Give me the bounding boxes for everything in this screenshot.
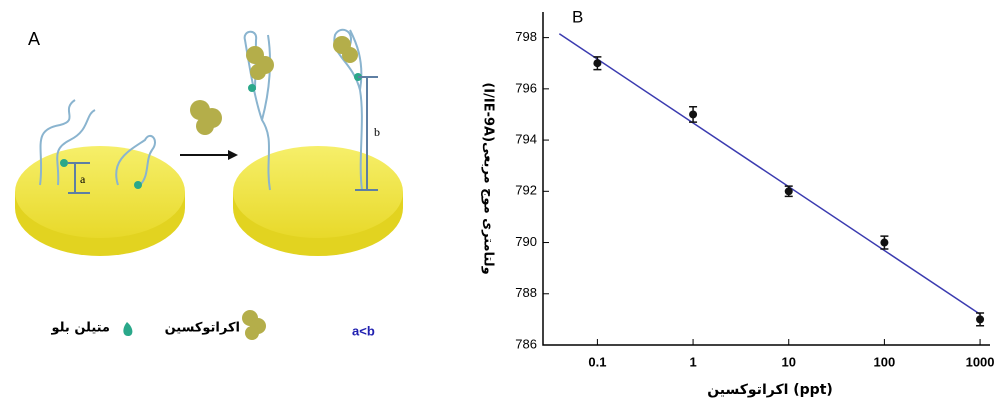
point [785, 187, 793, 195]
x-tick-label: 1 [689, 354, 696, 369]
fit-line [559, 34, 980, 314]
legend-text: متیلن بلو [50, 321, 110, 336]
ochratoxin [190, 100, 222, 135]
label-a: a [80, 172, 86, 186]
relation-text: a<b [352, 323, 375, 338]
legend-text: اکراتوکسین [165, 321, 240, 336]
x-tick-label: 100 [874, 354, 896, 369]
point [689, 110, 697, 118]
y-axis-label: (I/IE-9A)ولتامتری موج مربعی [481, 82, 496, 274]
legend-ochratoxin [242, 310, 266, 340]
panel-a: A a b متیلن بلو اکراتوکسین [15, 29, 403, 340]
x-tick-label: 10 [782, 354, 796, 369]
methylene-blue [248, 84, 256, 92]
y-tick-label: 786 [515, 336, 537, 351]
panel-label: B [572, 7, 583, 26]
methylene-blue [60, 159, 68, 167]
methylene-blue [134, 181, 142, 189]
panel-label: A [28, 29, 40, 49]
point [593, 59, 601, 67]
figure: A a b متیلن بلو اکراتوکسین [0, 0, 995, 403]
y-tick-label: 794 [515, 132, 537, 147]
point [976, 315, 984, 323]
label-b: b [374, 125, 380, 139]
y-tick-label: 788 [515, 285, 537, 300]
y-tick-label: 792 [515, 183, 537, 198]
y-tick-label: 798 [515, 29, 537, 44]
axes [543, 12, 990, 345]
electrode [233, 146, 403, 238]
x-axis-label: اکراتوکسین (ppt) [707, 382, 833, 398]
arrow-head [228, 150, 238, 160]
y-tick-label: 796 [515, 80, 537, 95]
y-tick-label: 790 [515, 234, 537, 249]
point [880, 239, 888, 247]
legend-drop [123, 322, 132, 336]
x-tick-label: 0.1 [588, 354, 606, 369]
x-tick-label: 1000 [966, 354, 995, 369]
panel-b: B 786 788 790 792 794 796 798 0.1 1 10 100 1000 اکرات… [481, 7, 995, 398]
